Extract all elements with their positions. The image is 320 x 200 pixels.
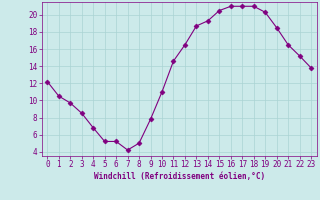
X-axis label: Windchill (Refroidissement éolien,°C): Windchill (Refroidissement éolien,°C) [94, 172, 265, 181]
